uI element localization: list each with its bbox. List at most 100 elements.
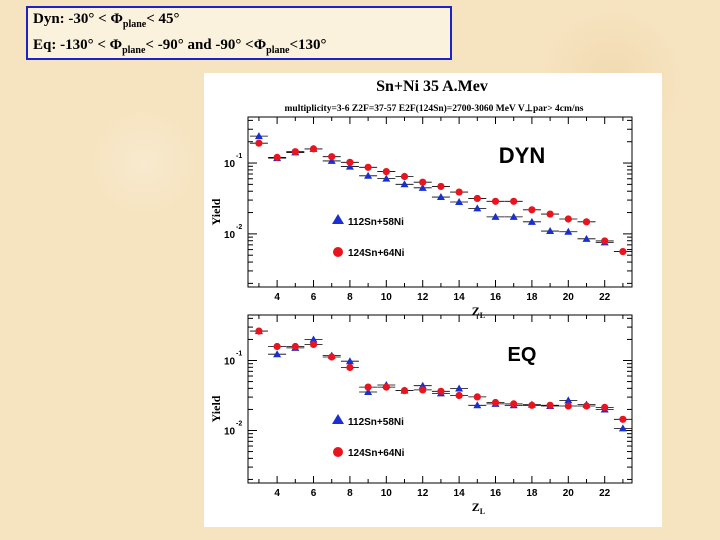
circle-point: [546, 401, 554, 409]
circle-point: [528, 206, 536, 214]
y-tick-label: 10: [224, 230, 236, 241]
circle-point: [382, 383, 390, 391]
triangle-point: [364, 388, 373, 395]
circle-point: [455, 188, 463, 196]
x-tick-label: 22: [599, 488, 611, 499]
x-tick-label: 10: [381, 488, 393, 499]
x-tick-label: 10: [381, 292, 393, 303]
x-tick-label: 22: [599, 292, 611, 303]
triangle-point: [509, 212, 518, 220]
y-tick-exponent: -2: [236, 224, 242, 231]
circle-point: [491, 197, 500, 205]
x-tick-label: 20: [563, 488, 575, 499]
circle-point: [309, 145, 318, 153]
legend-circle-marker: [333, 447, 343, 457]
series-circle: [249, 327, 632, 423]
triangle-point: [546, 227, 555, 235]
triangle-point: [473, 204, 482, 212]
x-tick-label: 12: [417, 488, 429, 499]
triangle-point: [455, 384, 464, 392]
circle-point: [510, 197, 518, 205]
circle-point: [564, 402, 572, 410]
yield-figure: Sn+Ni 35 A.Mev multiplicity=3-6 Z2F=37-5…: [204, 73, 662, 527]
circle-point: [601, 403, 609, 411]
legend-label-124sn: 124Sn+64Ni: [348, 248, 405, 259]
panel-dyn: 4 6 8 10 12 14 16 18 20 2210-110-2YieldZLDYN112Sn…: [209, 116, 633, 320]
circle-point: [546, 210, 554, 218]
circle-point: [528, 401, 536, 409]
y-axis-label: Yield: [209, 395, 223, 422]
triangle-point: [345, 162, 354, 170]
legend: 112Sn+58Ni 124Sn+64Ni: [332, 214, 405, 259]
x-tick-label: 20: [563, 292, 575, 303]
x-tick-label: 16: [490, 488, 502, 499]
legend-label-112sn: 112Sn+58Ni: [348, 417, 404, 428]
circle-point: [273, 342, 281, 351]
triangle-point: [564, 396, 573, 404]
dyn-condition: Dyn: -30° < Φplane< 45°: [33, 11, 180, 30]
triangle-point: [400, 180, 409, 188]
circle-point: [619, 415, 627, 423]
y-tick-exponent: -2: [236, 421, 242, 428]
plot-frame: [247, 116, 633, 288]
y-tick-label: 10: [224, 427, 236, 438]
circle-point: [364, 163, 372, 171]
x-tick-label: 4: [274, 488, 280, 499]
triangle-point: [527, 217, 536, 225]
x-tick-label: 14: [454, 292, 466, 303]
circle-point: [328, 353, 336, 361]
triangle-point: [364, 171, 373, 179]
circle-point: [510, 400, 518, 408]
x-tick-label: 18: [526, 488, 538, 499]
series-circle: [249, 139, 632, 256]
circle-point: [564, 215, 572, 223]
legend: 112Sn+58Ni 124Sn+64Ni: [332, 414, 405, 459]
figure-title: Sn+Ni 35 A.Mev: [376, 78, 488, 95]
y-axis-label: Yield: [209, 198, 223, 225]
circle-point: [255, 327, 263, 335]
triangle-point: [273, 350, 282, 358]
circle-point: [437, 387, 445, 395]
x-tick-label: 6: [311, 488, 317, 499]
y-tick-exponent: -1: [236, 153, 242, 160]
figure-subtitle: multiplicity=3-6 Z2F=37-57 E2F(124Sn)=27…: [285, 103, 584, 114]
circle-point: [309, 340, 318, 348]
circle-point: [455, 391, 463, 400]
triangle-point: [309, 335, 318, 343]
triangle-point: [564, 227, 573, 235]
circle-point: [400, 172, 409, 181]
triangle-point: [436, 193, 445, 201]
triangle-point: [473, 401, 482, 409]
triangle-point: [345, 357, 354, 365]
circle-point: [346, 158, 354, 166]
circle-point: [255, 139, 263, 147]
circle-point: [473, 393, 481, 401]
x-tick-label: 18: [526, 292, 538, 303]
triangle-point: [418, 183, 427, 191]
circle-point: [582, 218, 591, 226]
circle-point: [491, 398, 500, 407]
circle-point: [364, 383, 372, 391]
x-tick-label: 8: [347, 292, 353, 303]
triangle-point: [455, 198, 464, 205]
legend-triangle-marker: [332, 414, 344, 424]
legend-label-124sn: 124Sn+64Ni: [348, 448, 405, 459]
circle-point: [473, 194, 481, 203]
x-tick-label: 12: [417, 292, 429, 303]
panel-eq: 4 6 8 10 12 14 16 18 20 2210-110-2YieldZLEQ112Sn+…: [209, 314, 633, 516]
cut-conditions-box: Dyn: -30° < Φplane< 45° Eq: -130° < Φpla…: [26, 6, 452, 60]
circle-point: [273, 153, 281, 161]
plot-frame: [247, 314, 633, 484]
circle-point: [346, 363, 354, 372]
triangle-point: [254, 132, 263, 140]
legend-triangle-marker: [332, 214, 344, 224]
panel-label: DYN: [499, 143, 545, 168]
circle-point: [400, 387, 409, 395]
eq-condition: Eq: -130° < Φplane< -90° and -90° <Φplan…: [33, 37, 327, 56]
x-tick-label: 4: [274, 292, 280, 303]
y-tick-label: 10: [224, 159, 236, 170]
figure-background: [204, 73, 662, 527]
circle-point: [437, 182, 445, 191]
triangle-point: [327, 156, 336, 164]
x-tick-label: 16: [490, 292, 502, 303]
